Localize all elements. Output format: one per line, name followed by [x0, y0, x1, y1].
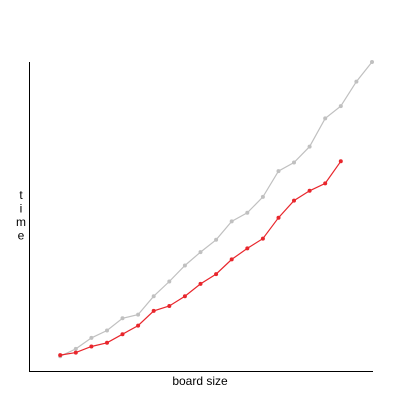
- x-axis-label: board size: [172, 374, 228, 388]
- data-point: [276, 169, 281, 174]
- series-0: [58, 60, 374, 359]
- data-point: [354, 79, 359, 84]
- data-point: [73, 346, 78, 351]
- data-point: [260, 194, 265, 199]
- data-point: [229, 219, 234, 224]
- data-point: [136, 323, 141, 328]
- data-point: [276, 215, 281, 220]
- data-point: [292, 198, 296, 203]
- data-point: [214, 272, 219, 277]
- data-point: [73, 350, 78, 355]
- data-point: [198, 250, 203, 255]
- series-line: [59, 61, 373, 357]
- data-point: [167, 279, 172, 284]
- data-point: [120, 332, 125, 337]
- data-point: [245, 246, 250, 251]
- data-point: [89, 335, 94, 340]
- data-point: [58, 353, 63, 358]
- data-point: [323, 116, 328, 121]
- data-point: [151, 294, 156, 299]
- series-line: [60, 160, 342, 356]
- data-point: [182, 263, 187, 268]
- data-point: [214, 237, 219, 242]
- data-point: [105, 340, 109, 345]
- data-point: [198, 281, 203, 286]
- data-point: [260, 236, 265, 241]
- data-point: [182, 294, 187, 299]
- data-point: [307, 144, 312, 149]
- data-point: [151, 308, 156, 313]
- data-point: [136, 312, 141, 317]
- series-1: [58, 159, 343, 358]
- series-layer: [58, 60, 374, 359]
- data-point: [338, 104, 343, 109]
- axes: [29, 62, 373, 372]
- data-point: [370, 60, 374, 64]
- data-point: [167, 304, 172, 308]
- data-point: [307, 188, 312, 193]
- data-point: [338, 159, 343, 164]
- data-point: [229, 257, 234, 262]
- data-point: [245, 210, 250, 215]
- data-point: [89, 344, 94, 349]
- data-point: [323, 181, 328, 186]
- data-point: [292, 160, 296, 165]
- data-point: [105, 328, 109, 333]
- data-point: [120, 316, 125, 321]
